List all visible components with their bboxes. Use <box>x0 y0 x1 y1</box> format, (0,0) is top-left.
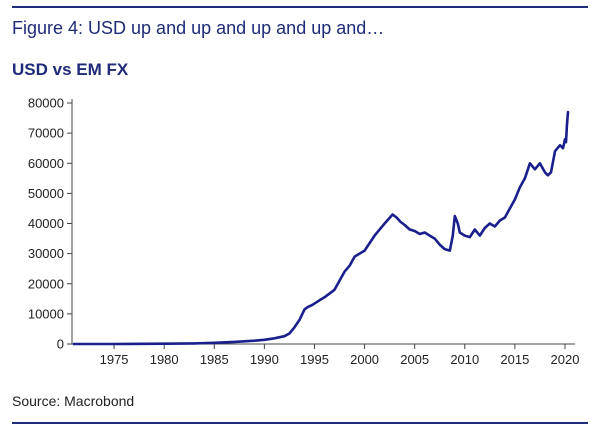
y-axis: 0 10000 20000 30000 40000 50000 60000 70000 8000… <box>28 96 73 352</box>
x-tick-label: 2005 <box>400 352 429 367</box>
top-rule <box>12 6 588 8</box>
x-tick-label: 1980 <box>150 352 179 367</box>
series-line <box>72 110 570 346</box>
source-note: Source: Macrobond <box>12 393 135 409</box>
y-tick-label: 30000 <box>28 246 64 261</box>
x-tick-label: 2000 <box>350 352 379 367</box>
x-tick-label: 2015 <box>500 352 529 367</box>
y-tick-label: 60000 <box>28 156 64 171</box>
x-axis: 1975 1980 1985 1990 1995 2000 2005 2010 2015 2020 <box>72 343 580 367</box>
y-tick-label: 40000 <box>28 216 64 231</box>
chart-title: USD vs EM FX <box>12 60 129 79</box>
y-tick-label: 20000 <box>28 276 64 291</box>
x-tick-label: 1975 <box>100 352 129 367</box>
plot-area <box>72 110 570 346</box>
y-tick-label: 50000 <box>28 186 64 201</box>
x-tick-label: 2010 <box>450 352 479 367</box>
y-tick-label: 80000 <box>28 96 64 111</box>
x-tick-label: 1990 <box>250 352 279 367</box>
figure-title: Figure 4: USD up and up and up and up an… <box>12 18 385 38</box>
x-tick-label: 2020 <box>551 352 580 367</box>
x-tick-label: 1995 <box>300 352 329 367</box>
bottom-rule <box>12 422 588 424</box>
y-tick-label: 10000 <box>28 306 64 321</box>
y-tick-label: 70000 <box>28 126 64 141</box>
y-tick-label: 0 <box>57 337 64 352</box>
x-tick-label: 1985 <box>200 352 229 367</box>
